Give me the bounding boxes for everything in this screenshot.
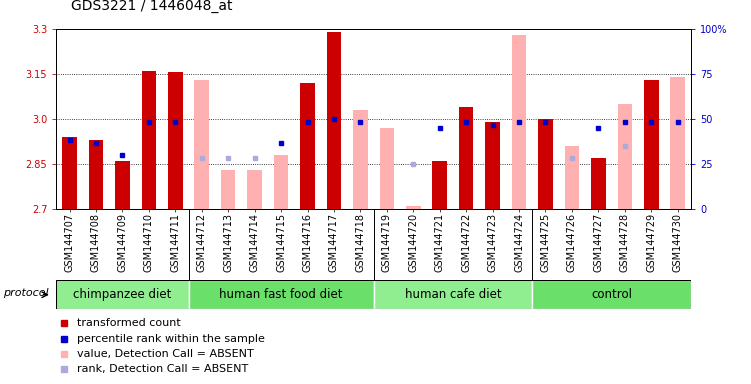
- Bar: [433, 161, 447, 209]
- Text: GSM144717: GSM144717: [329, 213, 339, 272]
- Text: GSM144710: GSM144710: [144, 213, 154, 272]
- Bar: [221, 170, 236, 209]
- Text: percentile rank within the sample: percentile rank within the sample: [77, 334, 265, 344]
- Bar: [168, 73, 182, 209]
- Bar: [644, 80, 659, 209]
- Bar: [591, 158, 605, 209]
- Bar: [406, 206, 421, 209]
- Text: GSM144709: GSM144709: [117, 213, 128, 272]
- Bar: [56, 280, 189, 309]
- Text: GSM144711: GSM144711: [170, 213, 180, 272]
- Text: GSM144718: GSM144718: [355, 213, 366, 272]
- Bar: [538, 119, 553, 209]
- Text: GSM144728: GSM144728: [620, 213, 630, 272]
- Bar: [300, 83, 315, 209]
- Bar: [511, 35, 526, 209]
- Text: GSM144726: GSM144726: [567, 213, 577, 272]
- Text: GSM144713: GSM144713: [223, 213, 234, 272]
- Text: protocol: protocol: [3, 288, 49, 298]
- Bar: [353, 110, 368, 209]
- Bar: [532, 280, 691, 309]
- Text: GSM144725: GSM144725: [541, 213, 550, 272]
- Text: GSM144721: GSM144721: [435, 213, 445, 272]
- Bar: [374, 280, 532, 309]
- Text: control: control: [591, 288, 632, 301]
- Bar: [189, 280, 373, 309]
- Text: GSM144720: GSM144720: [409, 213, 418, 272]
- Text: GSM144715: GSM144715: [276, 213, 286, 272]
- Text: GSM144723: GSM144723: [487, 213, 498, 272]
- Bar: [617, 104, 632, 209]
- Text: chimpanzee diet: chimpanzee diet: [74, 288, 172, 301]
- Bar: [115, 161, 130, 209]
- Bar: [274, 155, 288, 209]
- Text: GSM144712: GSM144712: [197, 213, 207, 272]
- Bar: [565, 146, 579, 209]
- Bar: [485, 122, 500, 209]
- Text: GSM144730: GSM144730: [673, 213, 683, 272]
- Text: GSM144727: GSM144727: [593, 213, 603, 272]
- Text: GSM144722: GSM144722: [461, 213, 471, 272]
- Text: GSM144714: GSM144714: [249, 213, 260, 272]
- Text: GDS3221 / 1446048_at: GDS3221 / 1446048_at: [71, 0, 233, 13]
- Bar: [195, 80, 209, 209]
- Bar: [327, 32, 341, 209]
- Text: GSM144724: GSM144724: [514, 213, 524, 272]
- Bar: [671, 77, 685, 209]
- Text: transformed count: transformed count: [77, 318, 181, 328]
- Text: value, Detection Call = ABSENT: value, Detection Call = ABSENT: [77, 349, 254, 359]
- Text: human cafe diet: human cafe diet: [405, 288, 501, 301]
- Text: GSM144729: GSM144729: [647, 213, 656, 272]
- Bar: [62, 137, 77, 209]
- Bar: [247, 170, 262, 209]
- Text: human fast food diet: human fast food diet: [219, 288, 342, 301]
- Text: rank, Detection Call = ABSENT: rank, Detection Call = ABSENT: [77, 364, 249, 374]
- Bar: [459, 107, 473, 209]
- Bar: [142, 71, 156, 209]
- Text: GSM144716: GSM144716: [303, 213, 312, 272]
- Text: GSM144707: GSM144707: [65, 213, 74, 272]
- Bar: [379, 128, 394, 209]
- Text: GSM144719: GSM144719: [382, 213, 392, 272]
- Text: GSM144708: GSM144708: [91, 213, 101, 272]
- Bar: [89, 140, 103, 209]
